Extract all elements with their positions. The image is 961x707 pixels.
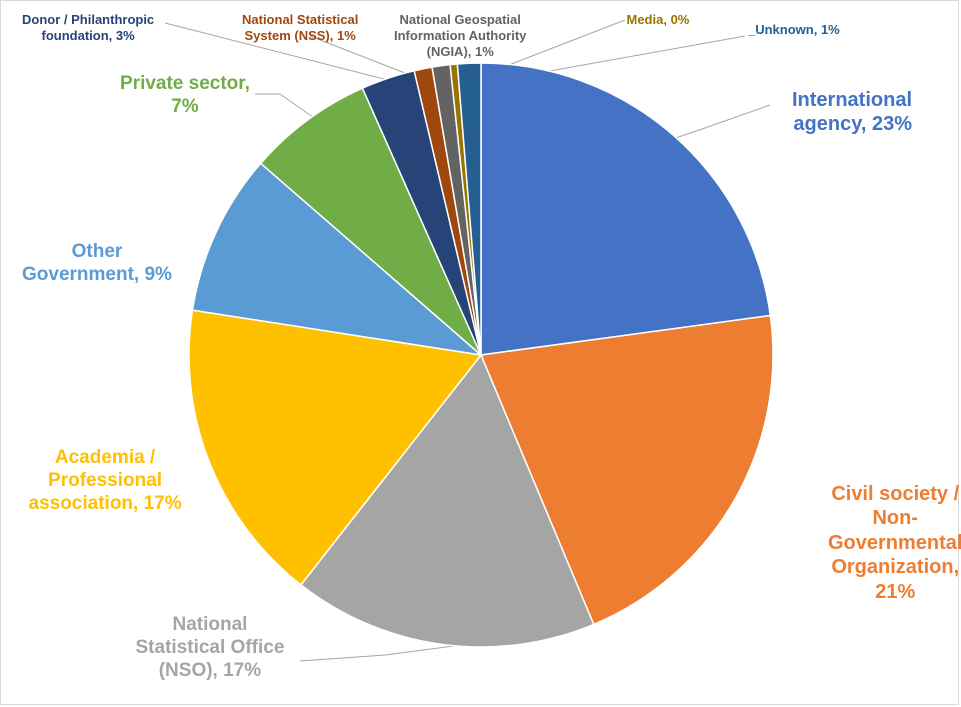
data-label: Other Government, 9% xyxy=(22,241,172,286)
data-label: National Geospatial Information Authorit… xyxy=(394,12,527,59)
data-label: National Statistical System (NSS), 1% xyxy=(242,12,359,43)
leader-line xyxy=(309,35,411,76)
leader-line xyxy=(255,93,321,123)
data-label: Civil society / Non- Governmental Organi… xyxy=(828,483,961,603)
pie-slice-private-sector xyxy=(259,87,482,356)
data-label: _Unknown, 1% xyxy=(748,22,840,37)
pie-slice-academia-professional-association xyxy=(188,309,483,586)
data-label: Donor / Philanthropic foundation, 3% xyxy=(22,12,155,43)
data-label: International agency, 23% xyxy=(792,89,913,136)
pie-slice-national-statistical-office-nso xyxy=(299,353,595,648)
data-label: Media, 0% xyxy=(626,12,690,27)
pie-slice-other-government xyxy=(191,162,484,357)
pie-slice-unknown xyxy=(456,62,482,356)
pie-slice-international-agency xyxy=(480,62,772,356)
leader-line xyxy=(164,22,389,81)
data-label: Academia / Professional association, 17% xyxy=(28,447,182,515)
pie-slices xyxy=(188,62,774,648)
data-label: Private sector, 7% xyxy=(120,73,250,118)
pie-slice-civil-society-non-governmental-organization xyxy=(479,314,774,626)
data-label: National Statistical Office (NSO), 17% xyxy=(135,614,285,682)
